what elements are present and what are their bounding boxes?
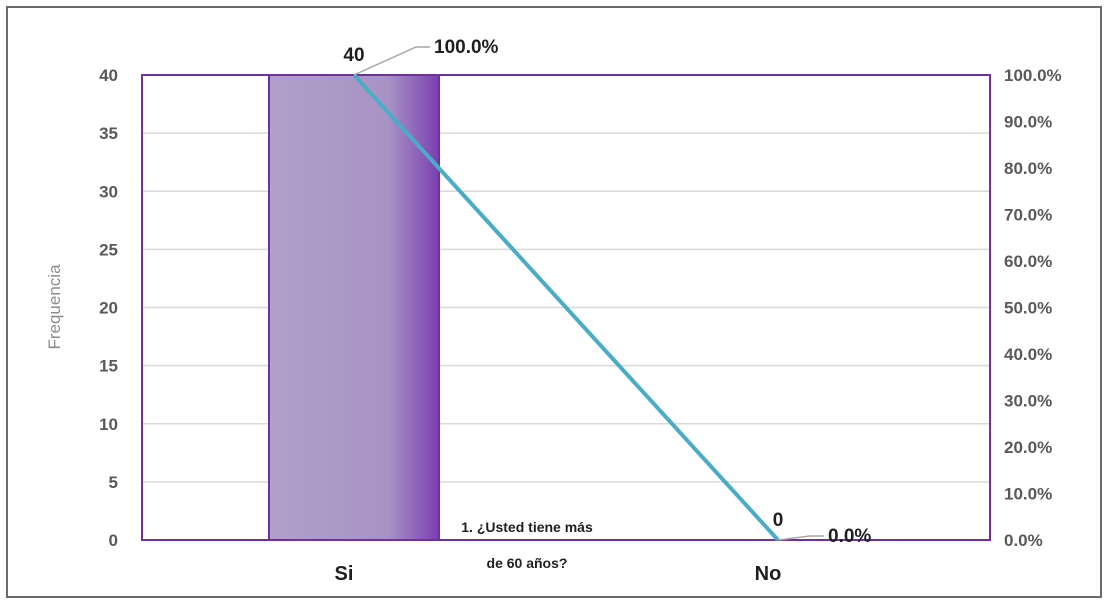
plot-area-border [141,74,991,541]
right-tick-label: 80.0% [1004,159,1052,178]
left-tick-label: 20 [99,299,118,318]
left-tick-label: 25 [99,240,118,259]
right-tick-label: 90.0% [1004,113,1052,132]
left-tick-label: 35 [99,124,118,143]
right-tick-label: 20.0% [1004,438,1052,457]
bar-si [268,74,440,541]
line-value-label: 100.0% [434,37,499,58]
right-axis-ticks: 0.0% 10.0% 20.0% 30.0% 40.0% 50.0% 60.0% 70.0% 8… [1004,66,1062,550]
left-tick-label: 15 [99,357,118,376]
category-label-no: No [755,563,782,585]
bar-value-label: 40 [343,45,364,66]
left-tick-label: 40 [99,66,118,85]
bar-value-label: 0 [773,510,784,531]
cumulative-percentage-line [352,73,780,542]
right-tick-label: 30.0% [1004,392,1052,411]
pareto-chart: 0 5 10 15 20 25 30 35 40 0.0% 10.0% 20.0% 30.0% 40.0… [45,37,1062,585]
right-tick-label: 50.0% [1004,299,1052,318]
question-annotation-line-1: 1. ¿Usted tiene más [461,519,593,535]
y-axis-title: Frequencia [45,264,64,350]
left-tick-label: 0 [109,531,118,550]
leader-line [777,535,824,541]
data-labels: 40 0 100.0% 0.0% [343,37,871,547]
right-tick-label: 70.0% [1004,206,1052,225]
right-tick-label: 0.0% [1004,531,1043,550]
right-tick-label: 10.0% [1004,485,1052,504]
chart-frame: 0 5 10 15 20 25 30 35 40 0.0% 10.0% 20.0% 30.0% 40.0… [6,6,1102,598]
right-tick-label: 40.0% [1004,345,1052,364]
leader-line [353,46,430,76]
left-tick-label: 10 [99,415,118,434]
bars [268,74,440,541]
left-tick-label: 5 [109,473,118,492]
category-labels: Si No [335,563,782,585]
question-annotation-line-2: de 60 años? [487,555,568,571]
category-label-si: Si [335,563,354,585]
line-value-label: 0.0% [828,526,871,547]
right-tick-label: 60.0% [1004,252,1052,271]
cumulative-line [352,73,780,542]
left-tick-label: 30 [99,182,118,201]
left-axis-ticks: 0 5 10 15 20 25 30 35 40 [99,66,118,550]
right-tick-label: 100.0% [1004,66,1062,85]
